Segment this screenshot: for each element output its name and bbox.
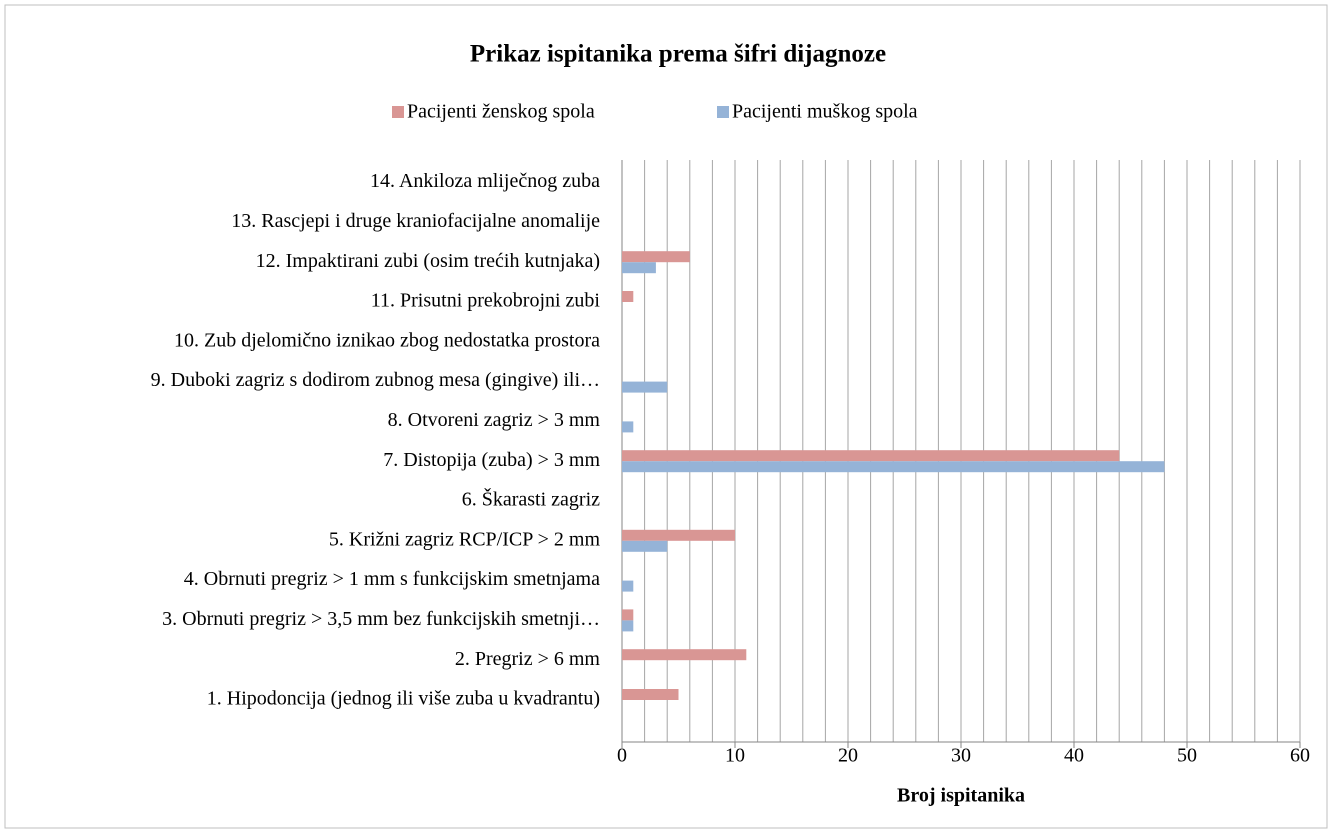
x-axis-title: Broj ispitanika	[897, 785, 1025, 807]
bar	[622, 689, 679, 700]
y-tick-label: 13. Rascjepi i druge kraniofacijalne ano…	[231, 210, 600, 232]
legend-label: Pacijenti ženskog spola	[407, 101, 595, 123]
x-tick-label: 40	[1064, 745, 1084, 767]
y-tick-label: 7. Distopija (zuba) > 3 mm	[383, 449, 600, 471]
chart-border	[4, 4, 1328, 829]
x-tick-label: 10	[725, 745, 745, 767]
bar	[622, 450, 1120, 462]
y-tick-label: 1. Hipodoncija (jednog ili više zuba u k…	[207, 688, 600, 710]
bar	[622, 461, 1165, 473]
y-tick-label: 10. Zub djelomično iznikao zbog nedostat…	[174, 329, 600, 351]
bar	[622, 381, 668, 393]
y-tick-label: 9. Duboki zagriz s dodirom zubnog mesa (…	[151, 369, 600, 391]
bar	[622, 421, 634, 433]
y-tick-label: 3. Obrnuti pregriz > 3,5 mm bez funkcijs…	[162, 608, 600, 630]
legend-swatch	[392, 106, 404, 118]
y-tick-label: 2. Pregriz > 6 mm	[455, 648, 601, 670]
y-tick-label: 8. Otvoreni zagriz > 3 mm	[388, 409, 601, 431]
x-tick-label: 50	[1177, 745, 1197, 767]
bar	[622, 609, 634, 621]
y-tick-label: 5. Križni zagriz RCP/ICP > 2 mm	[329, 528, 601, 550]
bar	[622, 649, 747, 661]
legend-swatch	[717, 106, 729, 118]
bar	[622, 291, 634, 302]
y-tick-label: 12. Impaktirani zubi (osim trećih kutnja…	[256, 250, 600, 272]
bar	[622, 529, 735, 541]
x-tick-label: 60	[1290, 745, 1310, 767]
x-tick-label: 20	[838, 745, 858, 767]
bar	[622, 620, 634, 632]
bar	[622, 262, 656, 274]
x-tick-label: 0	[617, 745, 627, 767]
chart-title: Prikaz ispitanika prema šifri dijagnoze	[470, 41, 886, 68]
y-tick-label: 6. Škarasti zagriz	[462, 487, 600, 511]
y-tick-label: 14. Ankiloza mliječnog zuba	[370, 170, 600, 192]
y-tick-label: 4. Obrnuti pregriz > 1 mm s funkcijskim …	[184, 568, 600, 590]
bar	[622, 251, 690, 263]
y-tick-label: 11. Prisutni prekobrojni zubi	[371, 290, 601, 312]
bar	[622, 540, 668, 552]
legend-label: Pacijenti muškog spola	[732, 101, 918, 123]
bar	[622, 580, 634, 592]
x-tick-label: 30	[951, 745, 971, 767]
